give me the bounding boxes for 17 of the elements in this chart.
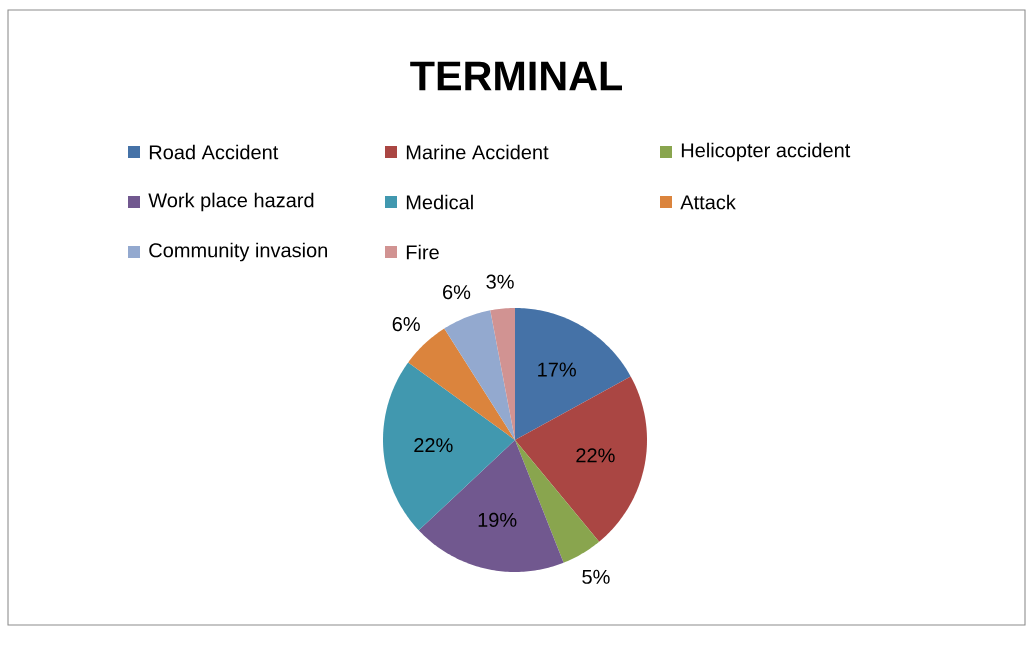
data-label: 19% <box>478 512 517 527</box>
data-label: 6% <box>392 316 420 332</box>
data-label: 22% <box>576 448 615 463</box>
data-label: 3% <box>486 274 514 289</box>
data-label: 22% <box>414 438 453 453</box>
legend-label: Attack <box>680 194 736 210</box>
data-label: 6% <box>443 285 471 300</box>
legend-label: Work place hazard <box>148 192 314 212</box>
legend-label: Fire <box>406 244 439 260</box>
legend-label: Marine Accident <box>406 144 549 160</box>
data-label: 17% <box>538 362 576 377</box>
legend-label: Medical <box>406 194 473 210</box>
chart-title: TERMINAL <box>410 61 622 91</box>
legend-label: Helicopter accident <box>681 142 851 162</box>
legend-label: Community invasion <box>149 242 327 262</box>
legend-label: Road Accident <box>149 144 279 160</box>
data-label: 5% <box>582 569 610 584</box>
